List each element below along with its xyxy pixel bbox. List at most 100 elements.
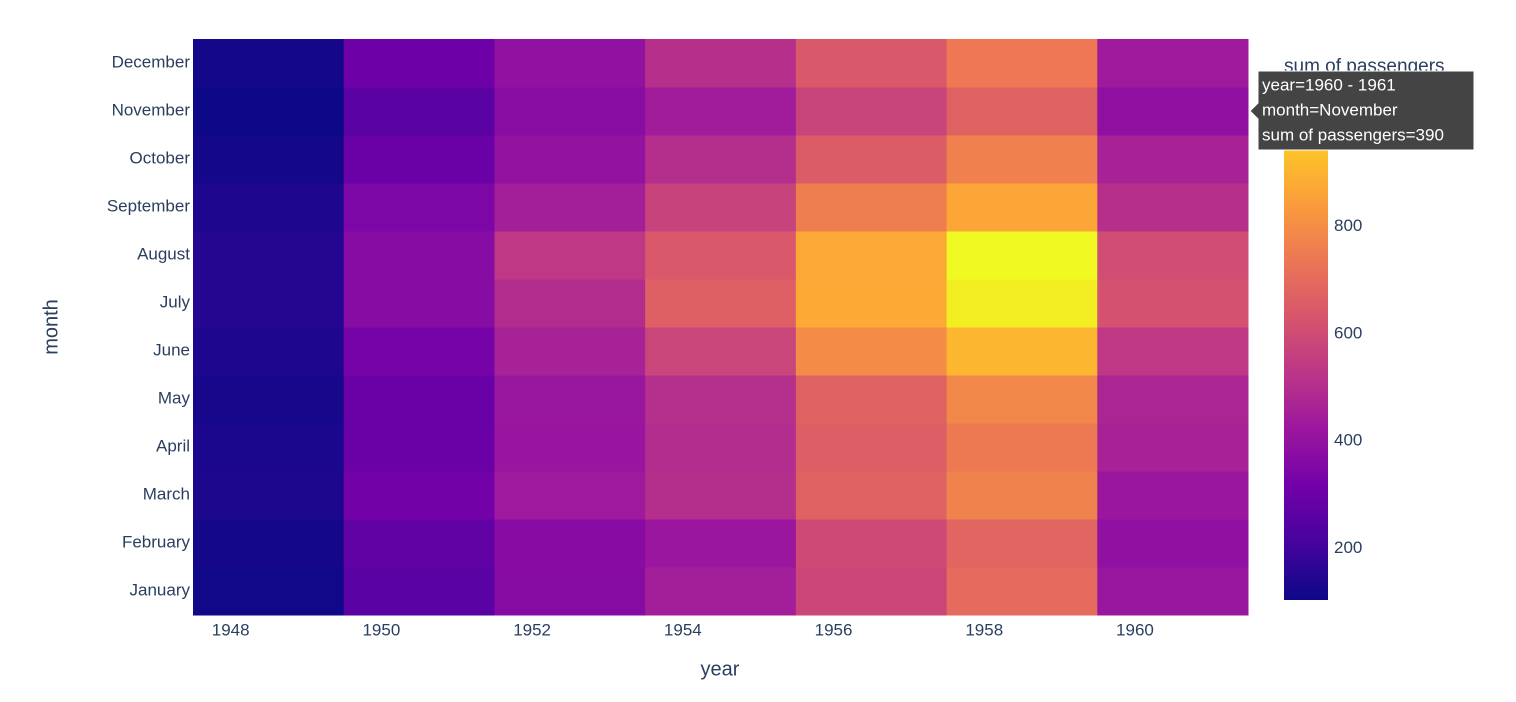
- x-tick-label: 1954: [664, 620, 702, 639]
- heatmap-cell: [946, 279, 1098, 328]
- heatmap-cell: [1097, 423, 1249, 472]
- colorbar-tick-label: 800: [1334, 216, 1362, 235]
- heatmap-cell: [946, 567, 1098, 616]
- colorbar-tick-label: 600: [1334, 323, 1362, 342]
- colorbar-tick-label: 200: [1334, 538, 1362, 557]
- heatmap-cell: [494, 183, 646, 232]
- heatmap-cell: [494, 231, 646, 280]
- heatmap-cell: [193, 423, 345, 472]
- heatmap-cell: [193, 231, 345, 280]
- tooltip-line: sum of passengers=390: [1262, 125, 1444, 144]
- heatmap-cell: [343, 279, 495, 328]
- heatmap-cell: [343, 183, 495, 232]
- heatmap-cell: [795, 567, 948, 616]
- heatmap-cell: [1097, 567, 1249, 616]
- tooltip-line: month=November: [1262, 100, 1398, 119]
- heatmap-cell: [795, 327, 948, 376]
- heatmap-cell: [494, 87, 646, 136]
- heatmap-cell: [645, 183, 797, 232]
- heatmap-cell: [795, 471, 948, 520]
- heatmap-cell: [1097, 279, 1249, 328]
- heatmap-cell: [343, 327, 495, 376]
- heatmap-cell: [645, 135, 797, 184]
- y-tick-label: August: [137, 244, 190, 263]
- heatmap-cell: [343, 471, 495, 520]
- tooltip-line: year=1960 - 1961: [1262, 75, 1396, 94]
- y-tick-label: December: [112, 52, 191, 71]
- heatmap-cell: [343, 375, 495, 424]
- y-tick-label: September: [107, 196, 190, 215]
- heatmap-cell: [795, 39, 948, 88]
- heatmap-cell: [946, 423, 1098, 472]
- heatmap-cell: [795, 87, 948, 136]
- heatmap-cell: [795, 519, 948, 568]
- heatmap-cell: [193, 279, 345, 328]
- y-tick-label: June: [153, 340, 190, 359]
- heatmap-cell: [645, 375, 797, 424]
- heatmap-cell: [343, 423, 495, 472]
- x-tick-label: 1952: [513, 620, 551, 639]
- heatmap-cell: [645, 279, 797, 328]
- heatmap-cell: [1097, 135, 1249, 184]
- heatmap-cell: [1097, 87, 1249, 136]
- colorbar: [1284, 85, 1328, 600]
- heatmap-cell: [193, 471, 345, 520]
- heatmap-cell: [795, 183, 948, 232]
- heatmap-cell: [645, 519, 797, 568]
- x-axis-title: year: [701, 658, 740, 680]
- heatmap-cell: [494, 375, 646, 424]
- heatmap-cell: [494, 279, 646, 328]
- heatmap-cell: [795, 135, 948, 184]
- y-tick-label: May: [158, 388, 191, 407]
- heatmap-cell: [343, 135, 495, 184]
- heatmap-cell: [946, 183, 1098, 232]
- heatmap-cell: [795, 423, 948, 472]
- heatmap-cell: [343, 87, 495, 136]
- heatmap-cell: [645, 471, 797, 520]
- heatmap-cell: [193, 39, 345, 88]
- heatmap-cell: [946, 471, 1098, 520]
- y-tick-label: July: [160, 292, 191, 311]
- y-tick-label: April: [156, 436, 190, 455]
- heatmap-cell: [494, 567, 646, 616]
- y-tick-label: March: [143, 484, 190, 503]
- heatmap-cell: [946, 87, 1098, 136]
- heatmap-cell: [494, 423, 646, 472]
- heatmap-cell: [343, 567, 495, 616]
- heatmap-cell: [645, 231, 797, 280]
- heatmap-cell: [1097, 471, 1249, 520]
- heatmap-cell: [343, 39, 495, 88]
- y-tick-label: November: [112, 100, 191, 119]
- heatmap-cell: [193, 135, 345, 184]
- heatmap-cell: [193, 183, 345, 232]
- heatmap-cell: [193, 567, 345, 616]
- y-axis-title: month: [40, 299, 62, 355]
- colorbar-tick-label: 400: [1334, 431, 1362, 450]
- tooltip-box: [1249, 70, 1475, 151]
- heatmap-cell: [494, 519, 646, 568]
- heatmap-cell: [343, 231, 495, 280]
- heatmap-cell: [645, 423, 797, 472]
- y-tick-label: January: [130, 580, 191, 599]
- heatmap-cell: [1097, 519, 1249, 568]
- heatmap-cell: [1097, 39, 1249, 88]
- y-tick-label: February: [122, 532, 191, 551]
- heatmap-cell: [494, 39, 646, 88]
- heatmap-cell: [1097, 375, 1249, 424]
- heatmap-cell: [645, 567, 797, 616]
- heatmap-cell: [193, 87, 345, 136]
- heatmap-cell: [946, 231, 1098, 280]
- heatmap-cell: [494, 135, 646, 184]
- heatmap-cell: [1097, 327, 1249, 376]
- heatmap-cell: [1097, 231, 1249, 280]
- heatmap-cell: [946, 327, 1098, 376]
- heatmap-cell: [1097, 183, 1249, 232]
- heatmap-cell: [193, 327, 345, 376]
- x-tick-label: 1956: [815, 620, 853, 639]
- heatmap-cell: [946, 375, 1098, 424]
- heatmap-cell: [946, 519, 1098, 568]
- x-tick-label: 1950: [362, 620, 400, 639]
- heatmap-cell: [645, 39, 797, 88]
- tooltip: year=1960 - 1961 month=November sum of pas…: [1249, 70, 1475, 151]
- heatmap-cell: [193, 375, 345, 424]
